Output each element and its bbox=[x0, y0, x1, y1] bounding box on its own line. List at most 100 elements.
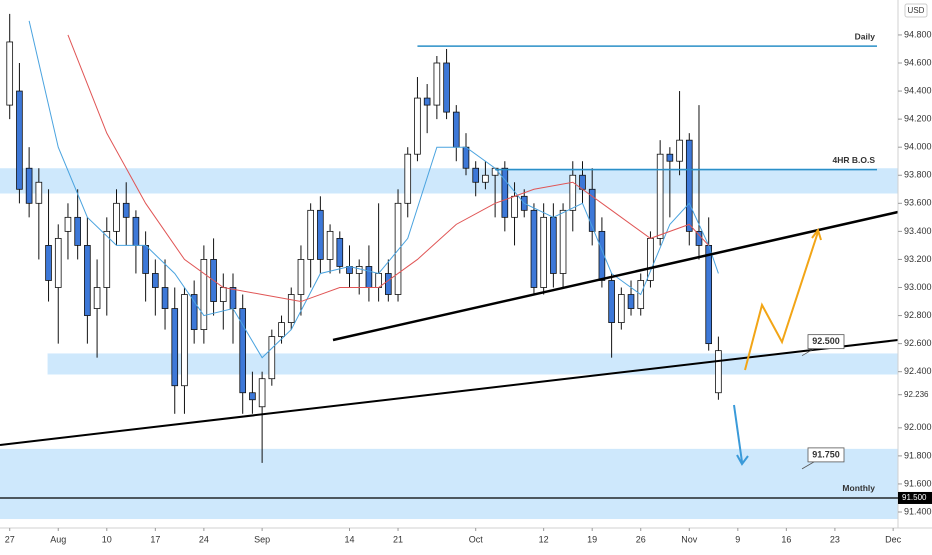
candle-body bbox=[336, 237, 344, 267]
callout-box bbox=[807, 334, 845, 350]
candle-body bbox=[171, 308, 179, 387]
candle-body bbox=[656, 153, 664, 239]
candle-body bbox=[501, 167, 509, 218]
candle-body bbox=[16, 90, 23, 190]
currency-badge bbox=[904, 3, 928, 18]
candle-body bbox=[365, 266, 373, 288]
x-tick-label: Nov bbox=[681, 534, 698, 544]
x-tick-label: Dec bbox=[885, 534, 902, 544]
candle-body bbox=[84, 245, 91, 316]
candle-body bbox=[6, 41, 14, 106]
candle-body bbox=[161, 287, 169, 309]
candle-body bbox=[569, 174, 577, 211]
projection-up bbox=[744, 231, 819, 371]
candle-body bbox=[200, 259, 208, 330]
candle-body bbox=[685, 139, 693, 232]
callout-label: 91.750 bbox=[812, 449, 840, 459]
candle-body bbox=[559, 209, 567, 274]
x-tick-label: 23 bbox=[830, 534, 840, 544]
candle-body bbox=[278, 322, 285, 338]
y-tick-label: 92.400 bbox=[904, 366, 932, 376]
candle-body bbox=[346, 266, 353, 274]
price-tag-label: 91.500 bbox=[902, 493, 927, 502]
candle-body bbox=[579, 174, 586, 190]
candle-body bbox=[375, 273, 382, 288]
candle-body bbox=[132, 216, 140, 246]
candle-body bbox=[530, 209, 538, 288]
candle-body bbox=[93, 287, 101, 309]
x-tick-label: 9 bbox=[735, 534, 740, 544]
candle-body bbox=[423, 97, 431, 106]
y-tick-label: 94.800 bbox=[904, 29, 932, 39]
y-tick-label: 94.000 bbox=[904, 142, 932, 152]
moving-average bbox=[28, 20, 719, 359]
candle-body bbox=[297, 259, 305, 295]
trendline bbox=[332, 210, 899, 342]
callout-box bbox=[807, 447, 845, 463]
candle-body bbox=[695, 230, 703, 246]
candle-body bbox=[452, 111, 460, 148]
candle-body bbox=[715, 350, 722, 394]
y-tick-label: 92.800 bbox=[904, 310, 932, 320]
candle-body bbox=[25, 167, 33, 204]
arrow-head bbox=[811, 227, 822, 241]
x-tick-label: Oct bbox=[469, 534, 484, 544]
callout-pointer bbox=[801, 348, 815, 357]
y-tick-label: 94.200 bbox=[904, 114, 932, 124]
y-tick-label: 91.800 bbox=[904, 450, 932, 460]
candle-body bbox=[64, 216, 72, 232]
candle-body bbox=[190, 294, 198, 330]
candle-body bbox=[152, 273, 159, 288]
candle-body bbox=[666, 153, 674, 162]
callout-pointer bbox=[801, 461, 815, 470]
y-tick-label: 94.600 bbox=[904, 57, 932, 67]
y-tick-label: 92.600 bbox=[904, 338, 932, 348]
candle-body bbox=[326, 230, 334, 260]
x-tick-label: 14 bbox=[344, 534, 354, 544]
candle-body bbox=[74, 216, 81, 246]
candle-body bbox=[627, 294, 635, 309]
candle-body bbox=[647, 237, 654, 281]
candle-body bbox=[550, 216, 557, 274]
candle-body bbox=[540, 216, 547, 288]
candle-body bbox=[239, 308, 247, 394]
candle-body bbox=[122, 202, 130, 218]
x-tick-label: Aug bbox=[50, 534, 66, 544]
projection-down bbox=[733, 404, 743, 463]
candle-body bbox=[588, 188, 596, 232]
candle-body bbox=[618, 294, 625, 323]
x-tick-label: 10 bbox=[102, 534, 112, 544]
zone bbox=[0, 168, 898, 194]
level-label: 4HR B.O.S bbox=[832, 155, 875, 165]
candle-body bbox=[317, 209, 324, 260]
moving-average bbox=[67, 34, 710, 303]
candle-body bbox=[258, 378, 266, 408]
candle-body bbox=[414, 97, 421, 155]
candle-body bbox=[268, 336, 276, 380]
x-tick-label: 16 bbox=[781, 534, 791, 544]
x-tick-label: 21 bbox=[393, 534, 403, 544]
candle-body bbox=[355, 266, 363, 274]
currency: USD bbox=[908, 6, 925, 15]
candle-body bbox=[113, 202, 120, 232]
x-tick-label: 12 bbox=[539, 534, 549, 544]
x-tick-label: Sep bbox=[254, 534, 270, 544]
arrow-head bbox=[736, 454, 749, 466]
zone bbox=[47, 353, 899, 375]
y-tick-label: 93.800 bbox=[904, 170, 932, 180]
candle-body bbox=[229, 287, 237, 309]
y-tick-label: 93.200 bbox=[904, 254, 932, 264]
candle-body bbox=[511, 195, 518, 218]
candle-body bbox=[35, 181, 43, 204]
candle-body bbox=[443, 62, 450, 113]
x-tick-label: 26 bbox=[636, 534, 646, 544]
x-tick-label: 27 bbox=[5, 534, 15, 544]
y-tick-label: 93.000 bbox=[904, 282, 932, 292]
candle-body bbox=[404, 153, 412, 204]
candle-body bbox=[307, 209, 314, 260]
x-tick-label: 17 bbox=[150, 534, 160, 544]
y-tick-label: 92.000 bbox=[904, 422, 932, 432]
candle-body bbox=[433, 62, 441, 106]
y-tick-label: 94.400 bbox=[904, 85, 932, 95]
